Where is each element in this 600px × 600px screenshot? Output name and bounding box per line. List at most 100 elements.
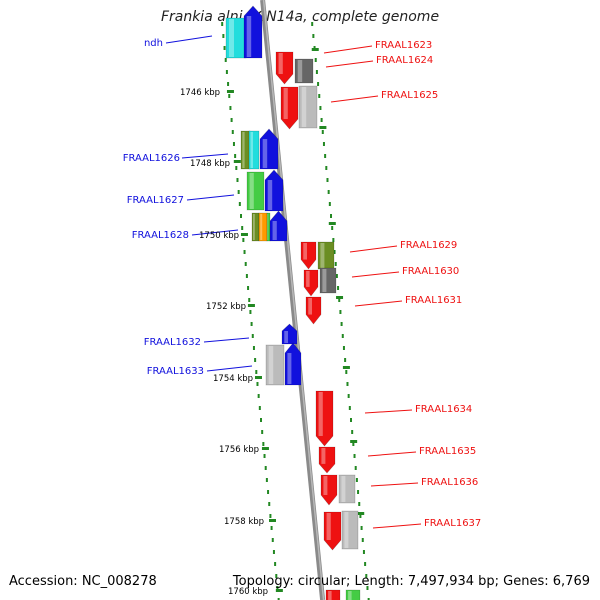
ruler-dot: [319, 106, 322, 110]
ruler-dot: [260, 418, 263, 422]
gene-label-text: ndh: [144, 38, 163, 49]
ruler-dot: [236, 178, 239, 182]
ruler-dot: [345, 370, 348, 374]
ruler-dot: [364, 562, 367, 566]
ruler-dot: [360, 526, 363, 530]
gene-label-fraal1636: FRAAL1636: [370, 477, 478, 488]
ruler-dot: [222, 34, 225, 38]
gene-fraal1630-glyph: [319, 267, 337, 294]
gene-label-fraal1637: FRAAL1637: [372, 518, 481, 529]
ruler-label: 1750 kbp: [199, 231, 239, 241]
gene-fraal1634-arrow: [315, 390, 334, 447]
ruler-label: 1748 kbp: [190, 159, 230, 169]
ruler-dot: [224, 58, 227, 62]
ruler-dot: [229, 106, 232, 110]
gene-label-ndh: ndh: [144, 35, 213, 49]
ruler-dot: [257, 394, 260, 398]
gene-partial-glyph: [345, 589, 361, 600]
gene-fraal1633-glyph: [265, 344, 285, 386]
gene-fraal1628-glyph: [251, 212, 260, 242]
ruler-dot: [339, 310, 342, 314]
ruler-dot: [262, 442, 265, 446]
gene-label-text: FRAAL1625: [381, 90, 438, 101]
gene-label-text: FRAAL1628: [132, 230, 189, 241]
ruler-dot: [240, 214, 243, 218]
gene-fraal1637-arrow: [323, 511, 342, 551]
ruler-dot: [230, 118, 233, 122]
ruler-dot: [265, 478, 268, 482]
gene-label-text: FRAAL1633: [147, 366, 204, 377]
gene-label-fraal1624: FRAAL1624: [325, 55, 433, 68]
gene-ndh-glyph: [225, 17, 247, 59]
ruler-dot: [243, 250, 246, 254]
ruler-dot: [324, 154, 327, 158]
ruler-dot: [263, 454, 266, 458]
ruler-dot: [248, 298, 251, 302]
gene-fraal1624-glyph: [294, 58, 314, 84]
backbone-line: [260, 0, 326, 600]
ruler-dot: [258, 406, 261, 410]
gene-fraal1636-glyph: [338, 474, 356, 504]
gene-label-text: FRAAL1629: [400, 240, 457, 251]
ruler-dot: [238, 202, 241, 206]
ruler-dot: [256, 382, 259, 386]
gene-label-fraal1628: FRAAL1628: [132, 229, 239, 241]
gene-fraal1636-arrow: [320, 474, 338, 506]
gene-label-fraal1631: FRAAL1631: [354, 295, 462, 307]
gene-label-fraal1626: FRAAL1626: [123, 153, 229, 164]
ruler-major-tick: [261, 447, 269, 450]
gene-label-text: FRAAL1635: [419, 446, 476, 457]
ruler-major-tick: [275, 589, 283, 592]
ruler-dot: [254, 358, 257, 362]
ruler-dot: [237, 190, 240, 194]
ruler-dot: [362, 550, 365, 554]
ruler-dot: [332, 238, 335, 242]
ruler-dot: [255, 370, 258, 374]
ruler-dot: [366, 586, 369, 590]
gene-label-fraal1633: FRAAL1633: [147, 365, 253, 377]
backbone-highlight: [262, 0, 325, 600]
gene-label-text: FRAAL1632: [144, 337, 201, 348]
ruler-dot: [348, 406, 351, 410]
ruler-major-tick: [226, 90, 234, 93]
gene-label-text: FRAAL1626: [123, 153, 180, 164]
ruler-dot: [311, 22, 314, 26]
ruler-dot: [338, 298, 341, 302]
ruler-dot: [327, 190, 330, 194]
ruler-major-tick: [336, 296, 344, 299]
ruler-labels: 1746 kbp 1748 kbp 1750 kbp 1752 kbp 1754 kbp…: [180, 88, 268, 597]
ruler-dot: [250, 322, 253, 326]
gene-label-fraal1625: FRAAL1625: [330, 90, 438, 103]
gene-label-fraal1632: FRAAL1632: [144, 337, 250, 348]
genome-backbone: [260, 0, 326, 600]
ruler-label: 1758 kbp: [224, 517, 264, 527]
gene-label-text: FRAAL1636: [421, 477, 478, 488]
ruler-dot: [325, 166, 328, 170]
ruler-dot: [269, 514, 272, 518]
ruler-dot: [242, 238, 245, 242]
ruler-dot: [331, 226, 334, 230]
gene-fraal1629-arrow: [300, 241, 317, 270]
ruler-dot: [333, 250, 336, 254]
ruler-dot: [347, 394, 350, 398]
ruler-dot: [221, 22, 224, 26]
ruler-dot: [359, 514, 362, 518]
ruler-track: [221, 22, 370, 600]
ruler-dot: [261, 430, 264, 434]
gene-fraal1623-arrow: [275, 51, 294, 85]
gene-label-fraal1635: FRAAL1635: [367, 446, 476, 457]
gene-label-fraal1634: FRAAL1634: [364, 404, 472, 415]
ruler-dot: [251, 334, 254, 338]
gene-fraal1625-glyph: [298, 85, 318, 129]
ruler-dot: [321, 130, 324, 134]
gene-label-text: FRAAL1631: [405, 295, 462, 306]
gene-label-text: FRAAL1637: [424, 518, 481, 529]
gene-label-text: FRAAL1624: [376, 55, 433, 66]
ruler-dot: [244, 262, 247, 266]
ruler-major-tick: [328, 222, 336, 225]
ruler-dot: [234, 154, 237, 158]
ruler-dot: [225, 70, 228, 74]
ruler-dot: [335, 274, 338, 278]
ruler-dot: [353, 454, 356, 458]
ruler-dot: [318, 94, 321, 98]
